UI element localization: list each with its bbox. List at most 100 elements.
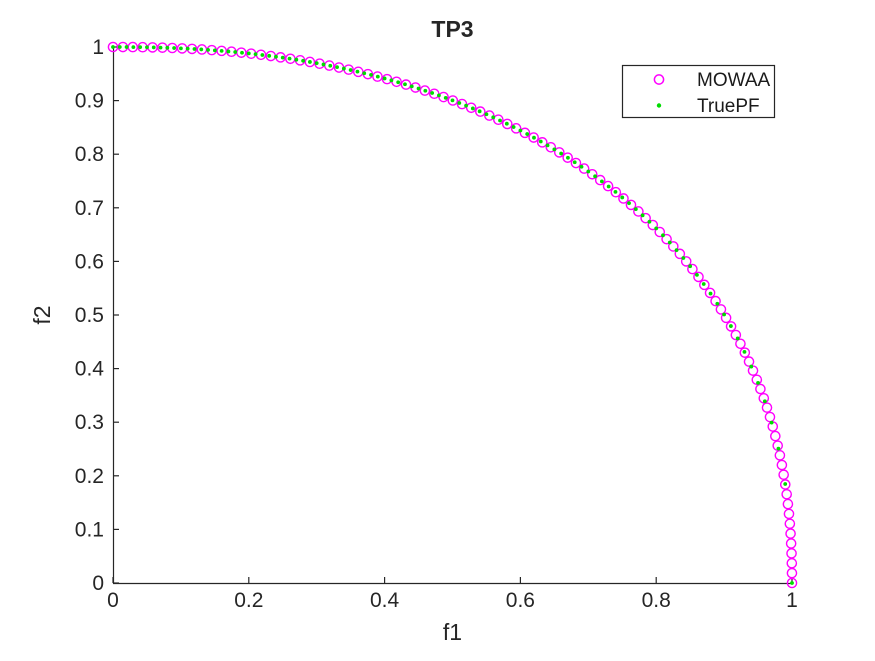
mowaa-marker	[680, 256, 692, 267]
mowaa-marker	[633, 206, 644, 217]
truepf-marker	[233, 50, 238, 54]
truepf-marker	[654, 226, 659, 231]
x-tick-label: 0.8	[642, 589, 671, 612]
truepf-marker	[430, 91, 435, 95]
y-tick-label: 0.8	[75, 143, 104, 166]
truepf-marker	[131, 45, 136, 49]
mowaa-marker	[715, 304, 727, 315]
truepf-marker	[681, 256, 686, 260]
truepf-marker	[756, 380, 760, 385]
mowaa-marker	[602, 180, 614, 192]
mowaa-marker	[761, 402, 773, 413]
truepf-marker	[212, 48, 217, 53]
truepf-marker	[341, 66, 346, 71]
truepf-marker	[525, 132, 530, 136]
truepf-marker	[274, 54, 278, 59]
truepf-marker	[375, 74, 380, 79]
mowaa-marker	[786, 567, 798, 579]
mowaa-marker	[554, 147, 565, 158]
truepf-marker	[138, 45, 143, 50]
truepf-marker	[172, 46, 177, 50]
truepf-marker	[688, 264, 693, 269]
truepf-marker	[369, 73, 373, 77]
x-axis-label: f1	[443, 619, 462, 645]
truepf-marker	[627, 201, 631, 206]
legend-mowaa-circle-icon	[653, 74, 665, 85]
truepf-marker	[437, 93, 441, 98]
mowaa-marker	[216, 45, 227, 57]
truepf-marker	[294, 57, 299, 62]
y-tick-label: 0.7	[75, 197, 104, 220]
truepf-marker	[145, 45, 149, 50]
truepf-marker	[165, 45, 170, 50]
mowaa-marker	[372, 71, 383, 82]
truepf-marker	[219, 48, 224, 53]
y-tick-label: 1	[92, 36, 104, 59]
truepf-marker	[477, 109, 482, 114]
truepf-marker	[389, 78, 394, 83]
y-axis-label: f2	[29, 305, 55, 324]
mowaa-marker	[510, 123, 522, 134]
mowaa-marker	[774, 450, 786, 461]
mowaa-marker	[687, 263, 698, 275]
mowaa-marker	[519, 127, 531, 139]
mowaa-marker	[783, 508, 795, 520]
truepf-marker	[423, 88, 428, 93]
truepf-marker	[355, 69, 360, 74]
mowaa-marker	[528, 132, 539, 143]
truepf-marker	[308, 60, 312, 64]
mowaa-marker	[785, 538, 797, 549]
truepf-marker	[348, 68, 353, 72]
mowaa-marker	[400, 79, 412, 90]
mowaa-marker	[107, 41, 119, 53]
truepf-marker	[667, 240, 672, 245]
mowaa-marker	[465, 102, 477, 114]
truepf-marker	[457, 101, 462, 105]
mowaa-marker	[353, 66, 364, 78]
truepf-marker	[443, 95, 448, 100]
mowaa-marker	[782, 498, 794, 510]
truepf-marker	[179, 46, 183, 51]
x-tick-label: 1	[786, 589, 798, 612]
truepf-marker	[749, 364, 754, 369]
mowaa-marker	[699, 279, 710, 291]
truepf-marker	[206, 47, 210, 52]
truepf-marker	[192, 47, 197, 51]
mowaa-marker	[693, 271, 704, 283]
y-tick-label: 0.4	[75, 358, 105, 381]
truepf-marker	[253, 52, 258, 57]
truepf-marker	[674, 248, 679, 252]
mowaa-marker	[781, 488, 793, 500]
truepf-marker	[450, 98, 455, 103]
mowaa-marker	[654, 226, 666, 238]
x-tick-label: 0.6	[506, 589, 535, 612]
truepf-marker	[532, 135, 536, 140]
truepf-marker	[470, 106, 475, 111]
truepf-marker	[484, 112, 489, 117]
mowaa-marker	[755, 383, 766, 395]
data-series	[107, 41, 798, 589]
truepf-marker	[409, 84, 414, 89]
mowaa-marker	[770, 430, 781, 442]
truepf-marker	[695, 272, 699, 277]
truepf-marker	[498, 118, 502, 123]
truepf-marker	[606, 184, 611, 189]
mowaa-marker	[776, 459, 788, 471]
truepf-marker	[151, 45, 156, 50]
y-tick-label: 0.5	[75, 304, 104, 327]
truepf-marker	[715, 301, 720, 306]
truepf-marker	[117, 45, 122, 49]
truepf-marker	[633, 207, 638, 212]
truepf-marker	[701, 282, 706, 286]
mowaa-marker	[704, 287, 716, 299]
x-tick-label: 0.4	[370, 589, 400, 612]
truepf-marker	[199, 47, 204, 52]
mowaa-marker	[785, 528, 796, 539]
truepf-marker	[518, 128, 523, 133]
truepf-marker	[511, 125, 516, 129]
mowaa-marker	[484, 110, 495, 121]
mowaa-marker	[536, 137, 548, 148]
truepf-marker	[762, 399, 767, 404]
mowaa-marker	[661, 233, 672, 245]
